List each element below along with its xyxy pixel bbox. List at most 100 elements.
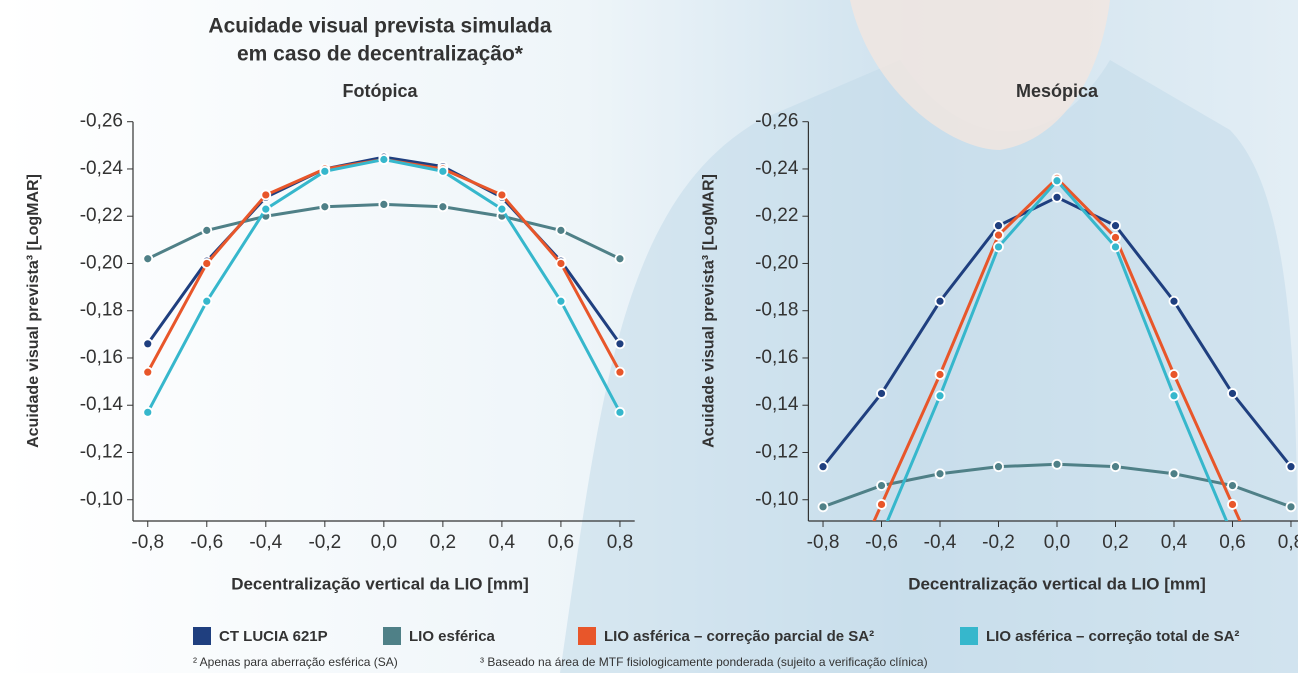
data-point bbox=[260, 189, 272, 201]
y-tick-label: -0,16 bbox=[755, 347, 798, 368]
legend-label: LIO esférica bbox=[409, 628, 496, 645]
x-tick-label: -0,8 bbox=[807, 532, 840, 553]
legend-swatch bbox=[578, 627, 596, 645]
data-point bbox=[1110, 461, 1121, 473]
data-point bbox=[934, 468, 946, 480]
data-point bbox=[555, 258, 567, 269]
data-point bbox=[614, 253, 626, 265]
data-point bbox=[378, 198, 390, 210]
data-point bbox=[1051, 191, 1063, 203]
data-point bbox=[1168, 295, 1180, 307]
y-tick-label: -0,20 bbox=[755, 252, 798, 273]
data-point bbox=[496, 203, 508, 215]
data-point bbox=[1110, 232, 1121, 243]
data-point bbox=[934, 369, 946, 380]
y-tick-label: -0,20 bbox=[80, 252, 123, 273]
x-tick-label: 0,4 bbox=[1161, 532, 1188, 553]
x-tick-label: 0,8 bbox=[1278, 532, 1298, 553]
data-point bbox=[614, 406, 626, 418]
data-point bbox=[993, 220, 1004, 232]
data-point bbox=[876, 480, 887, 491]
chart-subtitle: Mesópica bbox=[1016, 81, 1099, 101]
x-tick-label: 0,6 bbox=[548, 532, 574, 553]
data-point bbox=[201, 295, 213, 307]
title: Acuidade visual prevista simulada bbox=[208, 15, 551, 38]
x-tick-label: 0,0 bbox=[371, 532, 397, 553]
data-point bbox=[260, 203, 272, 215]
y-tick-label: -0,24 bbox=[755, 158, 799, 179]
x-tick-label: 0,2 bbox=[430, 532, 456, 553]
plot-area bbox=[817, 173, 1297, 521]
background-neck bbox=[850, 0, 1110, 150]
footnote: ² Apenas para aberração esférica (SA) bbox=[193, 655, 398, 669]
data-point bbox=[319, 201, 331, 213]
x-axis-label: Decentralização vertical da LIO [mm] bbox=[231, 574, 529, 593]
y-tick-label: -0,24 bbox=[80, 158, 124, 179]
x-tick-label: 0,0 bbox=[1044, 532, 1070, 553]
data-point bbox=[1168, 468, 1180, 480]
legend-swatch bbox=[960, 627, 978, 645]
y-tick-label: -0,22 bbox=[80, 205, 123, 226]
data-point bbox=[496, 189, 508, 201]
chart-subtitle: Fotópica bbox=[343, 81, 419, 101]
data-point bbox=[934, 295, 946, 307]
y-tick-label: -0,16 bbox=[80, 347, 123, 368]
y-tick-label: -0,14 bbox=[80, 394, 124, 415]
data-point bbox=[1051, 458, 1063, 470]
legend-swatch bbox=[383, 627, 401, 645]
data-point bbox=[437, 201, 449, 213]
data-point bbox=[142, 253, 154, 265]
y-tick-label: -0,26 bbox=[755, 111, 798, 132]
data-point bbox=[993, 229, 1004, 241]
y-tick-label: -0,26 bbox=[80, 111, 123, 132]
data-point bbox=[1051, 175, 1063, 187]
data-point bbox=[1285, 501, 1297, 513]
data-point bbox=[201, 258, 213, 269]
x-tick-label: -0,4 bbox=[249, 532, 282, 553]
x-tick-label: 0,4 bbox=[489, 532, 516, 553]
x-tick-label: -0,2 bbox=[982, 532, 1015, 553]
data-point bbox=[876, 388, 887, 399]
x-tick-label: -0,6 bbox=[865, 532, 898, 553]
x-axis-label: Decentralização vertical da LIO [mm] bbox=[908, 574, 1206, 593]
data-point bbox=[1168, 369, 1180, 380]
data-point bbox=[142, 366, 154, 378]
data-point bbox=[319, 165, 331, 177]
legend-label: LIO asférica – correção total de SA² bbox=[986, 628, 1239, 645]
y-axis-label: Acuidade visual prevista³ [LogMAR] bbox=[701, 174, 718, 448]
data-point bbox=[614, 366, 626, 378]
y-tick-label: -0,12 bbox=[755, 441, 798, 462]
plot-area bbox=[142, 151, 626, 418]
data-point bbox=[1110, 241, 1121, 253]
data-point bbox=[1285, 461, 1297, 473]
data-point bbox=[378, 154, 390, 165]
data-point bbox=[1227, 388, 1238, 399]
x-tick-label: 0,6 bbox=[1219, 532, 1245, 553]
data-point bbox=[142, 338, 154, 350]
data-point bbox=[555, 295, 567, 307]
data-point bbox=[934, 390, 946, 402]
x-tick-label: -0,6 bbox=[190, 532, 223, 553]
data-point bbox=[993, 461, 1004, 473]
y-tick-label: -0,12 bbox=[80, 441, 123, 462]
x-tick-label: 0,2 bbox=[1102, 532, 1128, 553]
data-point bbox=[817, 461, 829, 473]
x-tick-label: 0,8 bbox=[607, 532, 633, 553]
x-tick-label: -0,4 bbox=[924, 532, 957, 553]
legend-label: CT LUCIA 621P bbox=[219, 628, 328, 645]
data-point bbox=[1227, 480, 1238, 491]
background-figure bbox=[560, 60, 1298, 673]
data-point bbox=[614, 338, 626, 350]
data-point bbox=[993, 241, 1004, 253]
title: em caso de decentralização* bbox=[237, 43, 524, 66]
y-tick-label: -0,22 bbox=[755, 205, 798, 226]
legend: CT LUCIA 621P LIO esférica LIO asférica – … bbox=[193, 627, 1239, 645]
data-point bbox=[1110, 220, 1121, 232]
x-tick-label: -0,8 bbox=[131, 532, 164, 553]
data-point bbox=[817, 501, 829, 513]
data-point bbox=[876, 499, 887, 510]
y-tick-label: -0,14 bbox=[755, 394, 799, 415]
y-axis-label: Acuidade visual prevista³ [LogMAR] bbox=[25, 174, 42, 448]
y-tick-label: -0,10 bbox=[80, 489, 123, 510]
data-point bbox=[555, 224, 567, 236]
